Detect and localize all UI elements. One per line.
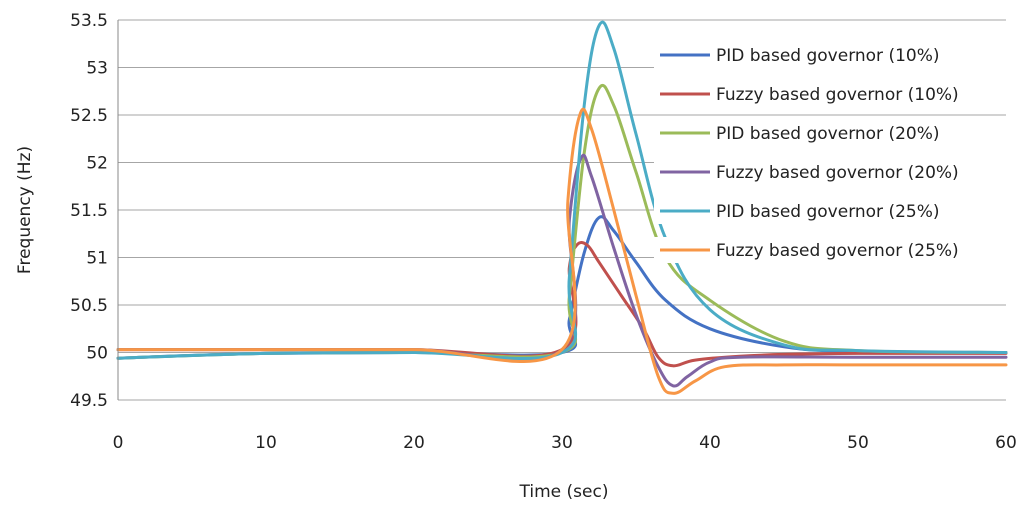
y-tick-label: 49.5 bbox=[70, 391, 108, 411]
legend-label: Fuzzy based governor (10%) bbox=[716, 85, 959, 105]
y-tick-label: 50 bbox=[86, 344, 108, 364]
legend-item-background bbox=[654, 237, 1010, 263]
x-tick-label: 40 bbox=[699, 433, 721, 453]
legend-item-3: PID based governor (20%) bbox=[654, 120, 1010, 146]
x-axis-title: Time (sec) bbox=[519, 482, 609, 502]
x-tick-label: 30 bbox=[551, 433, 573, 453]
legend-item-4: Fuzzy based governor (20%) bbox=[654, 159, 1010, 185]
legend-label: PID based governor (10%) bbox=[716, 46, 940, 66]
legend-item-5: PID based governor (25%) bbox=[654, 198, 1010, 224]
legend: PID based governor (10%) Fuzzy based gove… bbox=[654, 42, 1010, 263]
legend-item-background bbox=[654, 198, 1010, 224]
y-tick-label: 52 bbox=[86, 154, 108, 174]
y-tick-label: 50.5 bbox=[70, 296, 108, 316]
y-tick-label: 52.5 bbox=[70, 106, 108, 126]
legend-label: Fuzzy based governor (25%) bbox=[716, 241, 959, 261]
y-tick-label: 53 bbox=[86, 59, 108, 79]
x-tick-label: 0 bbox=[113, 433, 124, 453]
x-tick-label: 50 bbox=[847, 433, 869, 453]
series-line-5 bbox=[116, 20, 1008, 361]
x-tick-label: 10 bbox=[255, 433, 277, 453]
legend-item-6: Fuzzy based governor (25%) bbox=[654, 237, 1010, 263]
series-layer bbox=[116, 20, 1008, 395]
y-tick-label: 53.5 bbox=[70, 11, 108, 31]
x-tick-label: 20 bbox=[403, 433, 425, 453]
legend-label: Fuzzy based governor (20%) bbox=[716, 163, 959, 183]
legend-label: PID based governor (25%) bbox=[716, 202, 940, 222]
legend-item-2: Fuzzy based governor (10%) bbox=[654, 81, 1010, 107]
legend-item-background bbox=[654, 120, 1010, 146]
x-tick-label: 60 bbox=[995, 433, 1017, 453]
axis-layer: 49.5 50 50.5 51 51.5 52 52.5 53 53.5 0 10 20 30 40 50 6… bbox=[70, 11, 1017, 453]
series-line-6 bbox=[116, 107, 1008, 395]
legend-item-1: PID based governor (10%) bbox=[654, 42, 1010, 68]
legend-item-background bbox=[654, 81, 1010, 107]
legend-label: PID based governor (20%) bbox=[716, 124, 940, 144]
y-tick-label: 51 bbox=[86, 249, 108, 269]
y-axis-title: Frequency (Hz) bbox=[15, 146, 35, 274]
y-tick-label: 51.5 bbox=[70, 201, 108, 221]
legend-item-background bbox=[654, 159, 1010, 185]
legend-item-background bbox=[654, 42, 1010, 68]
